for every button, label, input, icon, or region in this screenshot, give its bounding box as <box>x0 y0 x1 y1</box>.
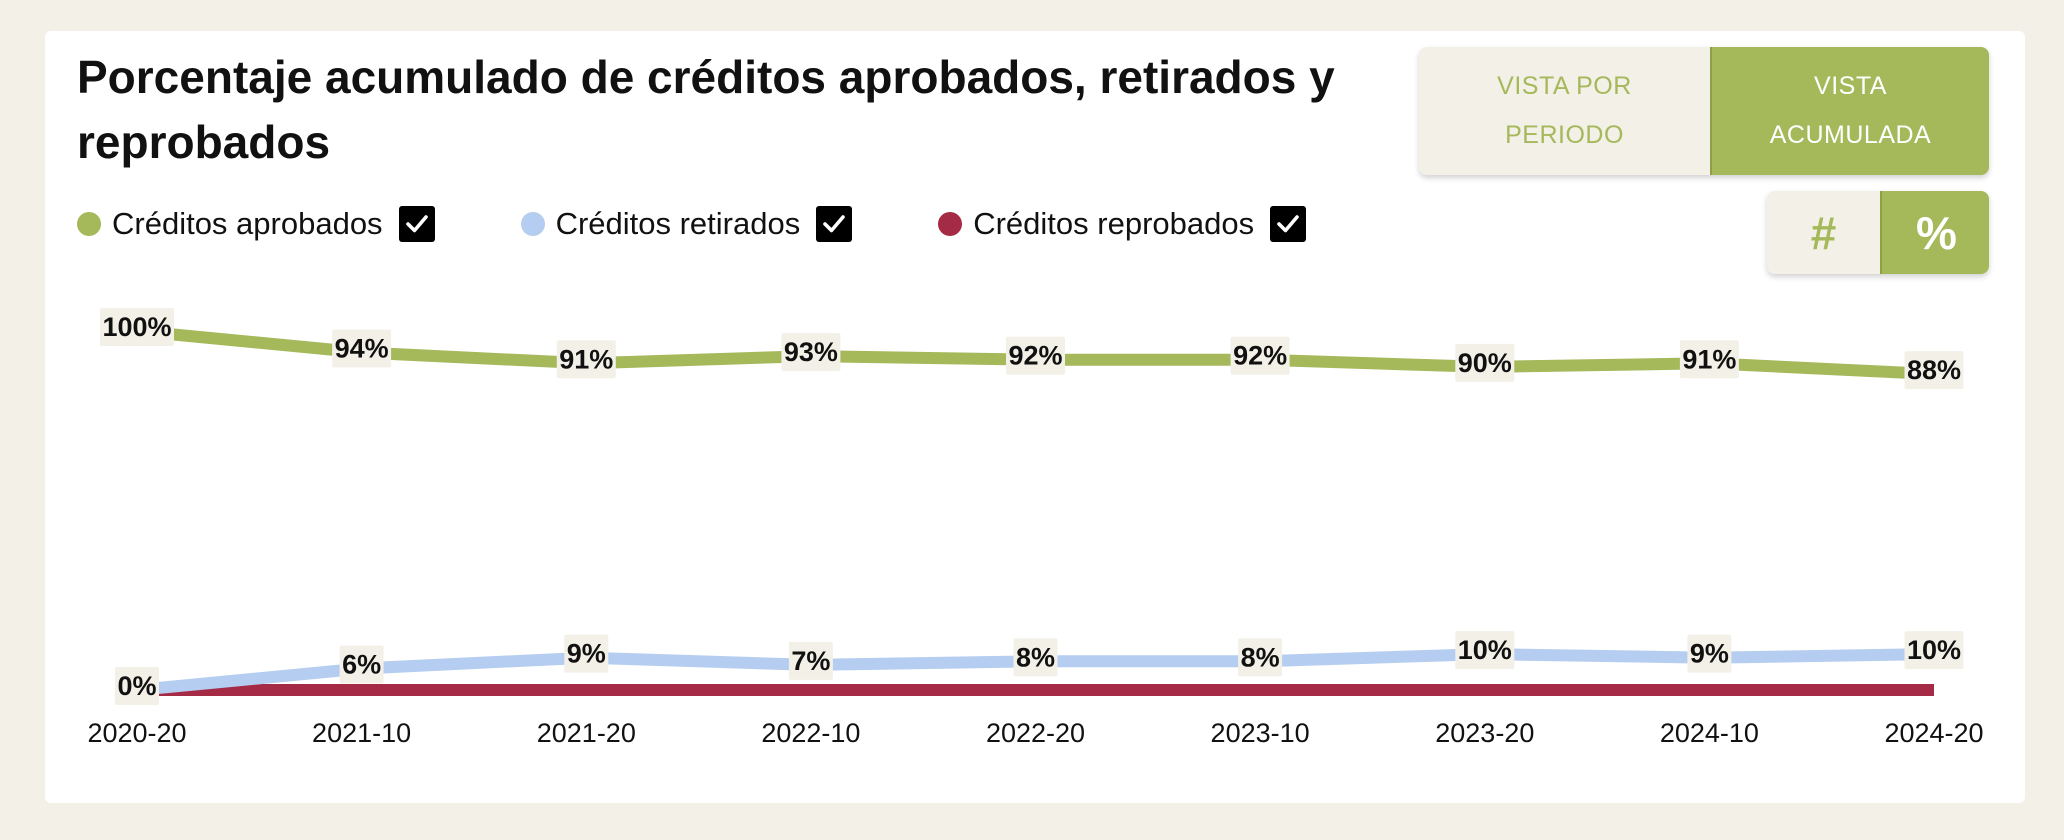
data-label-bg <box>1455 343 1515 382</box>
legend-checkbox-retirados[interactable] <box>816 206 853 242</box>
legend-label-retirados: Créditos retirados <box>555 206 801 241</box>
data-label-aprobados: 100% <box>102 312 171 342</box>
data-label-bg <box>781 333 841 372</box>
data-label-aprobados: 93% <box>784 337 838 367</box>
legend-item-retirados: Créditos retirados <box>520 206 853 242</box>
x-tick-label: 2020-20 <box>87 718 186 748</box>
data-label-retirados: 10% <box>1458 635 1512 665</box>
data-label-retirados: 9% <box>567 639 606 669</box>
data-label-aprobados: 88% <box>1907 355 1961 385</box>
checkmark-icon <box>405 215 428 233</box>
legend-dot-aprobados <box>77 212 101 236</box>
legend-label-reprobados: Créditos reprobados <box>973 206 1255 241</box>
data-label-bg <box>564 634 609 673</box>
data-label-retirados: 7% <box>791 646 830 676</box>
data-label-bg <box>1679 340 1739 379</box>
data-label-aprobados: 91% <box>559 344 613 374</box>
data-label-bg <box>1013 638 1058 677</box>
data-label-bg <box>788 641 833 680</box>
data-label-bg <box>1230 336 1290 375</box>
legend-item-reprobados: Créditos reprobados <box>938 206 1307 242</box>
view-toggle: VISTA POR PERIODO VISTA ACUMULADA <box>1419 47 1989 175</box>
x-tick-label: 2024-10 <box>1660 718 1759 748</box>
view-by-period-label: VISTA POR PERIODO <box>1497 72 1632 149</box>
data-label-retirados: 10% <box>1907 635 1961 665</box>
cumulative-view-button[interactable]: VISTA ACUMULADA <box>1710 47 1989 175</box>
data-label-bg <box>1904 631 1964 670</box>
percent-unit-button[interactable]: % <box>1880 191 1989 274</box>
data-label-bg <box>332 329 392 368</box>
chart-title: Porcentaje acumulado de créditos aprobad… <box>77 51 1335 168</box>
data-label-bg <box>1904 351 1964 390</box>
data-label-bg <box>1006 336 1065 375</box>
data-label-aprobados: 92% <box>1233 341 1287 371</box>
data-label-aprobados: 92% <box>1008 341 1062 371</box>
legend-item-aprobados: Créditos aprobados <box>77 206 435 242</box>
view-by-period-button[interactable]: VISTA POR PERIODO <box>1419 47 1710 175</box>
data-label-retirados: 8% <box>1241 642 1280 672</box>
cumulative-view-label: VISTA ACUMULADA <box>1769 72 1932 149</box>
x-tick-label: 2022-10 <box>761 718 860 748</box>
data-label-aprobados: 90% <box>1458 348 1512 378</box>
checkmark-icon <box>823 215 846 233</box>
legend-checkbox-aprobados[interactable] <box>398 206 435 242</box>
data-label-bg <box>115 667 159 705</box>
data-label-retirados: 6% <box>342 650 381 680</box>
data-label-retirados: 9% <box>1690 639 1729 669</box>
data-label-bg <box>1238 638 1283 677</box>
x-tick-label: 2022-20 <box>986 718 1085 748</box>
legend-label-aprobados: Créditos aprobados <box>112 206 383 241</box>
data-label-retirados: 0% <box>117 671 156 701</box>
data-label-aprobados: 94% <box>335 334 389 364</box>
checkmark-icon <box>1277 215 1299 233</box>
data-label-bg <box>556 340 616 379</box>
legend-dot-reprobados <box>938 212 963 236</box>
data-label-retirados: 8% <box>1016 642 1055 672</box>
legend-dot-retirados <box>520 212 545 236</box>
chart-legend: Créditos aprobados Créditos retirados Cr… <box>77 199 1392 249</box>
x-tick-label: 2023-10 <box>1211 718 1310 748</box>
x-tick-label: 2021-20 <box>537 718 636 748</box>
x-tick-label: 2023-20 <box>1435 718 1534 748</box>
data-label-bg <box>100 308 174 346</box>
count-unit-button[interactable]: # <box>1767 191 1880 274</box>
x-tick-label: 2024-20 <box>1884 718 1983 748</box>
x-tick-label: 2021-10 <box>312 718 411 748</box>
unit-toggle: # % <box>1767 191 1989 274</box>
data-label-aprobados: 91% <box>1682 344 1736 374</box>
data-label-bg <box>339 645 384 684</box>
data-label-bg <box>1455 631 1515 670</box>
data-label-bg <box>1687 634 1732 673</box>
legend-checkbox-reprobados[interactable] <box>1270 206 1307 242</box>
